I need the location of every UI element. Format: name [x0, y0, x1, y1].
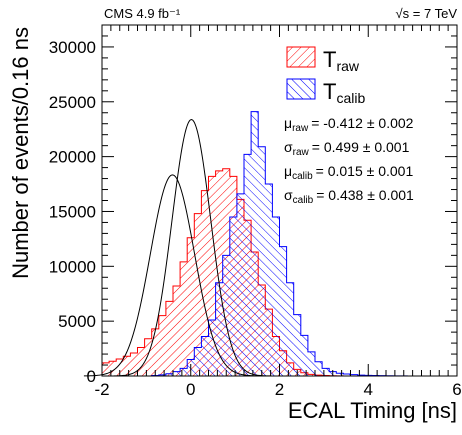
bar-raw — [201, 190, 209, 376]
bar-calib — [173, 371, 181, 376]
bar-raw — [123, 356, 131, 376]
bar-raw — [109, 361, 117, 376]
bar-raw — [180, 261, 188, 376]
stat-mu-calib: μcalib = 0.015 ± 0.001 — [284, 163, 413, 182]
bar-raw — [187, 237, 195, 376]
axis-ticks — [101, 24, 458, 377]
bar-calib — [194, 347, 202, 376]
fit-statistics: μraw = -0.412 ± 0.002 σraw = 0.499 ± 0.001… — [284, 115, 414, 206]
x-tick-label: 0 — [186, 380, 195, 399]
bar-calib — [215, 282, 223, 376]
bar-raw — [102, 362, 110, 376]
bar-raw — [151, 328, 159, 376]
bar-raw — [144, 338, 152, 376]
stat-sigma-raw: σraw = 0.499 ± 0.001 — [284, 139, 410, 158]
y-tick-label: 30000 — [49, 38, 96, 57]
legend: Traw Tcalib — [286, 46, 365, 106]
bar-calib — [336, 373, 344, 376]
bar-calib — [258, 146, 266, 376]
fit-curve-calib — [113, 119, 270, 377]
bar-calib — [315, 361, 323, 376]
bar-raw — [194, 213, 202, 376]
gaussian-fits — [83, 119, 270, 377]
bar-raw — [173, 286, 181, 376]
bar-calib — [293, 314, 301, 376]
y-tick-labels: 0 5000 10000 15000 20000 25000 30000 — [49, 38, 96, 386]
x-axis-title: ECAL Timing [ns] — [288, 398, 457, 423]
y-tick-label: 25000 — [49, 93, 96, 112]
bar-calib — [236, 193, 244, 376]
bar-raw — [137, 347, 145, 376]
y-tick-label: 5000 — [58, 312, 96, 331]
bar-calib — [208, 320, 216, 376]
bar-raw — [208, 176, 216, 376]
bar-calib — [322, 368, 330, 376]
legend-swatch-calib — [286, 78, 316, 100]
y-tick-label: 15000 — [49, 202, 96, 221]
bar-raw — [116, 358, 124, 376]
y-tick-label: 20000 — [49, 148, 96, 167]
x-tick-label: -2 — [94, 380, 109, 399]
legend-label-raw: Traw — [323, 47, 360, 74]
bar-raw — [215, 170, 223, 376]
x-tick-labels: -2 0 2 4 6 — [94, 380, 461, 399]
bar-calib — [265, 184, 273, 376]
legend-swatch-raw — [286, 46, 316, 68]
bar-calib — [350, 374, 358, 376]
stat-mu-raw: μraw = -0.412 ± 0.002 — [284, 115, 414, 134]
legend-label-calib: Tcalib — [323, 79, 365, 106]
cms-lumi-label: CMS 4.9 fb⁻¹ — [104, 6, 181, 21]
bar-calib — [229, 216, 237, 376]
bar-calib — [222, 255, 230, 376]
bar-calib — [244, 154, 252, 376]
bar-raw — [130, 352, 138, 376]
y-axis-title: Number of events/0.16 ns — [8, 27, 33, 279]
bar-calib — [307, 351, 315, 376]
bar-calib — [180, 368, 188, 376]
bar-raw — [158, 315, 166, 376]
bar-calib — [165, 373, 173, 376]
fit-curve-raw — [83, 174, 262, 377]
energy-label: √s = 7 TeV — [396, 6, 458, 21]
bar-raw — [165, 301, 173, 376]
bar-calib — [279, 246, 287, 376]
bar-calib — [343, 374, 351, 376]
bar-calib — [251, 111, 259, 376]
x-tick-label: 6 — [452, 380, 461, 399]
x-tick-label: 4 — [364, 380, 373, 399]
stat-sigma-calib: σcalib = 0.438 ± 0.001 — [284, 187, 414, 206]
y-tick-label: 10000 — [49, 257, 96, 276]
x-tick-label: 2 — [275, 380, 284, 399]
bar-calib — [300, 335, 308, 376]
bar-calib — [201, 336, 209, 376]
bar-calib — [286, 282, 294, 376]
y-tick-label: 0 — [87, 367, 96, 386]
bar-calib — [158, 374, 166, 376]
bar-calib — [272, 216, 280, 376]
